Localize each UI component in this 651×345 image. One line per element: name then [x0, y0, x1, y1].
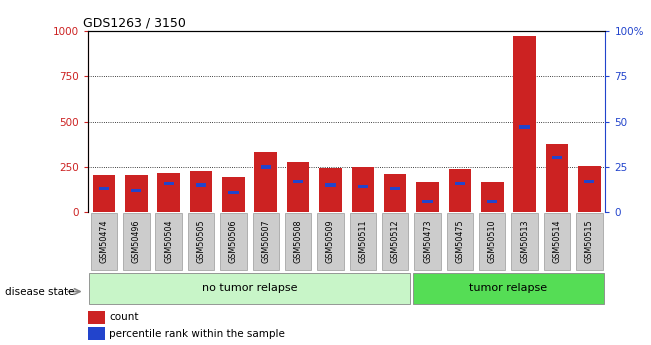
- Text: tumor relapse: tumor relapse: [469, 283, 547, 293]
- FancyBboxPatch shape: [350, 213, 376, 270]
- Bar: [293, 180, 303, 183]
- Bar: [449, 169, 471, 212]
- Text: GSM50505: GSM50505: [197, 219, 206, 263]
- Bar: [88, 327, 105, 340]
- Bar: [163, 181, 174, 185]
- Bar: [487, 200, 497, 203]
- Bar: [546, 144, 568, 212]
- FancyBboxPatch shape: [576, 213, 603, 270]
- FancyBboxPatch shape: [511, 213, 538, 270]
- FancyBboxPatch shape: [90, 213, 117, 270]
- Bar: [552, 156, 562, 159]
- Bar: [481, 182, 503, 212]
- Bar: [99, 187, 109, 190]
- Bar: [260, 165, 271, 168]
- Bar: [222, 177, 245, 212]
- Text: GSM50473: GSM50473: [423, 219, 432, 263]
- Text: disease state: disease state: [5, 287, 75, 296]
- Text: GDS1263 / 3150: GDS1263 / 3150: [83, 17, 186, 30]
- FancyBboxPatch shape: [544, 213, 570, 270]
- Bar: [326, 184, 335, 187]
- Bar: [319, 168, 342, 212]
- Text: count: count: [109, 312, 139, 322]
- Text: GSM50475: GSM50475: [455, 219, 464, 263]
- FancyBboxPatch shape: [413, 273, 604, 304]
- Text: no tumor relapse: no tumor relapse: [202, 283, 298, 293]
- Text: GSM50512: GSM50512: [391, 219, 400, 263]
- Bar: [455, 181, 465, 185]
- Bar: [578, 166, 601, 212]
- Text: GSM50515: GSM50515: [585, 219, 594, 263]
- Bar: [384, 174, 406, 212]
- Bar: [416, 182, 439, 212]
- Bar: [358, 185, 368, 188]
- Bar: [88, 311, 105, 324]
- Text: GSM50504: GSM50504: [164, 219, 173, 263]
- Text: GSM50507: GSM50507: [261, 219, 270, 263]
- Text: GSM50513: GSM50513: [520, 219, 529, 263]
- Text: GSM50511: GSM50511: [358, 219, 367, 263]
- Bar: [519, 126, 530, 129]
- FancyBboxPatch shape: [220, 213, 247, 270]
- FancyBboxPatch shape: [447, 213, 473, 270]
- FancyBboxPatch shape: [285, 213, 311, 270]
- Text: GSM50506: GSM50506: [229, 219, 238, 263]
- Text: GSM50508: GSM50508: [294, 219, 303, 263]
- FancyBboxPatch shape: [156, 213, 182, 270]
- FancyBboxPatch shape: [123, 213, 150, 270]
- Text: GSM50496: GSM50496: [132, 219, 141, 263]
- Bar: [287, 162, 309, 212]
- Bar: [255, 152, 277, 212]
- Bar: [190, 170, 212, 212]
- FancyBboxPatch shape: [188, 213, 214, 270]
- Bar: [158, 173, 180, 212]
- Bar: [229, 191, 238, 194]
- FancyBboxPatch shape: [414, 213, 441, 270]
- Bar: [513, 36, 536, 212]
- Text: GSM50509: GSM50509: [326, 219, 335, 263]
- Text: percentile rank within the sample: percentile rank within the sample: [109, 329, 285, 339]
- Bar: [352, 167, 374, 212]
- Bar: [125, 175, 148, 212]
- Bar: [390, 187, 400, 190]
- Bar: [584, 180, 594, 183]
- Bar: [422, 200, 433, 203]
- FancyBboxPatch shape: [253, 213, 279, 270]
- Text: GSM50474: GSM50474: [100, 219, 109, 263]
- Text: GSM50514: GSM50514: [553, 219, 561, 263]
- Bar: [92, 175, 115, 212]
- FancyBboxPatch shape: [479, 213, 505, 270]
- FancyBboxPatch shape: [89, 273, 410, 304]
- FancyBboxPatch shape: [317, 213, 344, 270]
- FancyBboxPatch shape: [382, 213, 408, 270]
- Bar: [132, 189, 141, 192]
- Bar: [196, 184, 206, 187]
- Text: GSM50510: GSM50510: [488, 219, 497, 263]
